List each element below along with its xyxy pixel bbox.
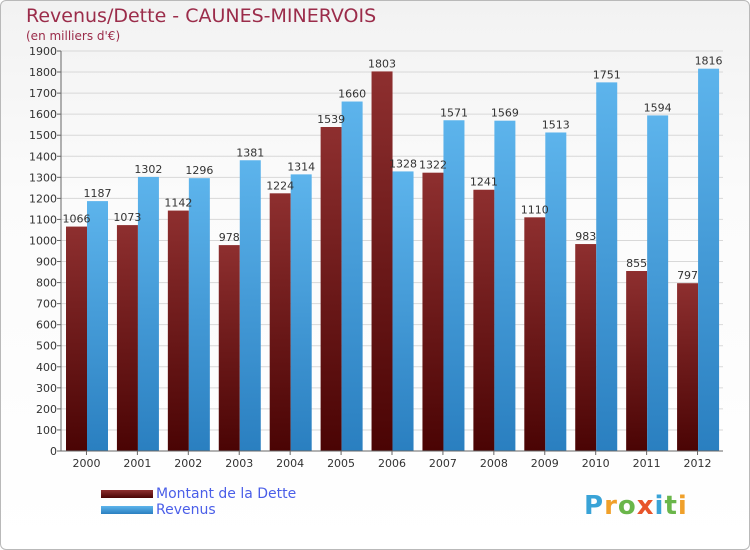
bar-dette	[575, 244, 597, 451]
legend-item-revenus: Revenus	[101, 502, 296, 518]
data-label-dette: 797	[677, 269, 698, 282]
data-label-dette: 1110	[521, 203, 549, 216]
x-tick-label: 2010	[582, 457, 610, 470]
bar-dette	[116, 225, 138, 451]
x-tick-label: 2011	[633, 457, 661, 470]
x-tick-label: 2009	[531, 457, 559, 470]
data-label-revenus: 1571	[440, 106, 468, 119]
bar-dette	[167, 210, 189, 451]
x-tick-label: 2006	[378, 457, 406, 470]
y-tick-label: 600	[36, 319, 57, 332]
x-tick-label: 2001	[123, 457, 151, 470]
y-tick-label: 200	[36, 403, 57, 416]
bar-dette	[524, 217, 546, 451]
bar-dette	[422, 172, 444, 451]
y-tick-label: 1400	[29, 150, 57, 163]
bar-revenus	[596, 82, 618, 452]
bar-revenus	[494, 120, 516, 452]
y-tick-label: 1500	[29, 129, 57, 142]
data-label-revenus: 1296	[185, 164, 213, 177]
data-label-revenus: 1594	[644, 101, 672, 114]
legend-swatch-dette	[101, 490, 153, 498]
bar-dette	[66, 226, 87, 451]
data-label-revenus: 1569	[491, 107, 519, 120]
data-label-revenus: 1660	[338, 88, 366, 101]
chart-title: Revenus/Dette - CAUNES-MINERVOIS	[26, 5, 377, 27]
data-label-revenus: 1816	[695, 55, 723, 68]
bar-revenus	[698, 68, 720, 452]
legend-swatch-revenus	[101, 506, 153, 514]
data-label-dette: 1539	[317, 113, 345, 126]
y-tick-label: 0	[50, 445, 57, 458]
y-tick-label: 400	[36, 361, 57, 374]
bar-dette	[677, 283, 699, 451]
legend-label-revenus: Revenus	[156, 502, 216, 518]
bar-dette	[218, 245, 240, 451]
bar-revenus	[290, 174, 312, 452]
x-tick-label: 2005	[327, 457, 355, 470]
y-tick-label: 900	[36, 256, 57, 269]
bar-revenus	[87, 201, 108, 451]
y-tick-label: 1200	[29, 192, 57, 205]
y-tick-label: 1800	[29, 66, 57, 79]
data-label-revenus: 1751	[593, 68, 621, 81]
bar-dette	[473, 189, 495, 451]
bar-revenus	[443, 120, 465, 452]
y-tick-label: 800	[36, 277, 57, 290]
data-label-dette: 1241	[470, 176, 498, 189]
data-label-dette: 983	[575, 230, 596, 243]
bar-revenus	[341, 101, 363, 452]
y-tick-label: 100	[36, 424, 57, 437]
y-tick-label: 1900	[29, 45, 57, 58]
bar-revenus	[392, 171, 414, 451]
data-label-dette: 1073	[113, 211, 141, 224]
bar-revenus	[647, 115, 669, 451]
x-tick-label: 2003	[225, 457, 253, 470]
legend-item-dette: Montant de la Dette	[101, 486, 296, 502]
x-tick-label: 2008	[480, 457, 508, 470]
bar-revenus	[188, 178, 210, 451]
y-tick-label: 1000	[29, 234, 57, 247]
x-tick-label: 2004	[276, 457, 304, 470]
bar-revenus	[239, 160, 261, 451]
data-label-dette: 1142	[164, 197, 192, 210]
y-tick-label: 1300	[29, 171, 57, 184]
chart-subtitle: (en milliers d'€)	[26, 29, 121, 43]
data-label-dette: 978	[219, 231, 240, 244]
data-label-revenus: 1513	[542, 118, 570, 131]
bar-dette	[371, 71, 393, 451]
y-tick-label: 1100	[29, 213, 57, 226]
data-label-revenus: 1302	[134, 163, 162, 176]
data-label-dette: 1322	[419, 159, 447, 172]
data-label-revenus: 1328	[389, 157, 417, 170]
y-tick-label: 1600	[29, 108, 57, 121]
data-label-dette: 1803	[368, 57, 396, 70]
y-tick-label: 500	[36, 340, 57, 353]
y-tick-label: 1700	[29, 87, 57, 100]
x-tick-label: 2000	[72, 457, 100, 470]
legend: Montant de la Dette Revenus	[101, 486, 296, 518]
y-tick-label: 300	[36, 382, 57, 395]
x-tick-label: 2002	[174, 457, 202, 470]
x-tick-label: 2012	[684, 457, 712, 470]
data-label-revenus: 1314	[287, 160, 315, 173]
bar-dette	[320, 127, 342, 451]
data-label-dette: 855	[626, 257, 647, 270]
bar-revenus	[545, 132, 567, 451]
bar-dette	[626, 271, 648, 451]
bar-dette	[269, 193, 291, 451]
data-label-revenus: 1381	[236, 146, 264, 159]
data-label-dette: 1224	[266, 179, 294, 192]
legend-label-dette: Montant de la Dette	[156, 486, 297, 502]
y-tick-label: 700	[36, 298, 57, 311]
data-label-revenus: 1187	[84, 187, 112, 200]
bar-revenus	[137, 176, 159, 452]
data-label-dette: 1066	[63, 213, 91, 226]
x-tick-label: 2007	[429, 457, 457, 470]
